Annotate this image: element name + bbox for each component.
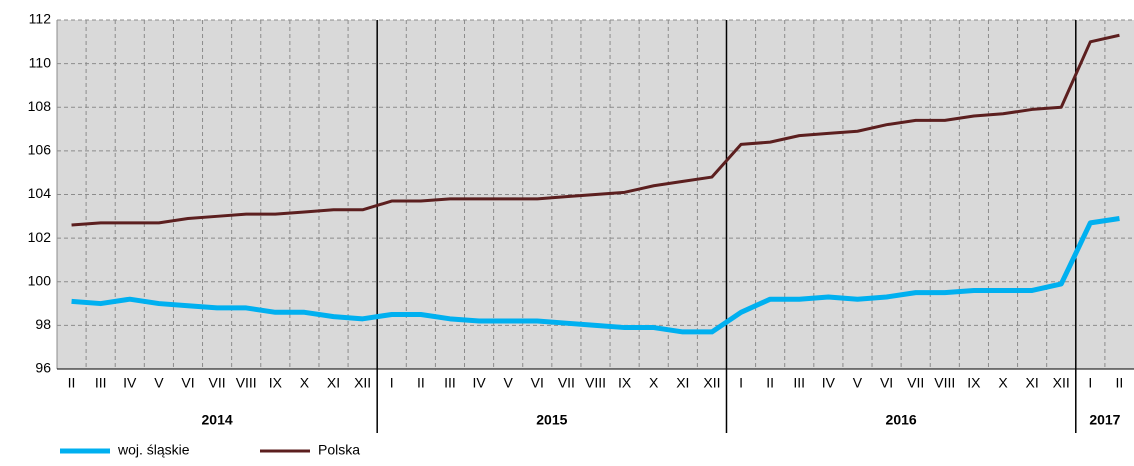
x-tick-label: IX bbox=[618, 375, 632, 391]
x-tick-label: I bbox=[1088, 375, 1092, 391]
x-tick-label: II bbox=[1116, 375, 1124, 391]
x-tick-label: VIII bbox=[585, 375, 606, 391]
year-label: 2016 bbox=[886, 412, 917, 428]
x-tick-label: VII bbox=[558, 375, 575, 391]
x-tick-label: VII bbox=[209, 375, 226, 391]
y-tick-label: 106 bbox=[28, 142, 52, 158]
x-tick-label: II bbox=[417, 375, 425, 391]
x-tick-label: II bbox=[766, 375, 774, 391]
x-tick-label: IX bbox=[269, 375, 283, 391]
legend-label: Polska bbox=[318, 442, 360, 458]
y-tick-label: 96 bbox=[35, 360, 51, 376]
x-tick-label: V bbox=[853, 375, 863, 391]
x-tick-label: V bbox=[504, 375, 514, 391]
x-tick-label: XII bbox=[1053, 375, 1070, 391]
x-tick-label: X bbox=[998, 375, 1008, 391]
y-tick-label: 112 bbox=[29, 11, 52, 27]
x-tick-label: VI bbox=[880, 375, 893, 391]
year-label: 2017 bbox=[1089, 412, 1120, 428]
x-tick-label: II bbox=[68, 375, 76, 391]
y-tick-label: 108 bbox=[28, 98, 52, 114]
y-tick-label: 98 bbox=[35, 316, 51, 332]
x-tick-label: III bbox=[793, 375, 805, 391]
x-tick-label: IV bbox=[822, 375, 836, 391]
line-series bbox=[71, 216, 1120, 335]
y-tick-label: 102 bbox=[28, 229, 52, 245]
legend-label: woj. śląskie bbox=[117, 442, 190, 458]
x-tick-label: VII bbox=[907, 375, 924, 391]
x-tick-label: IV bbox=[123, 375, 137, 391]
x-tick-label: X bbox=[300, 375, 310, 391]
x-tick-label: XI bbox=[1026, 375, 1039, 391]
x-tick-label: XI bbox=[327, 375, 340, 391]
x-tick-label: X bbox=[649, 375, 659, 391]
year-label: 2014 bbox=[202, 412, 233, 428]
x-tick-label: XII bbox=[354, 375, 371, 391]
x-tick-label: XII bbox=[703, 375, 720, 391]
x-tick-label: III bbox=[444, 375, 456, 391]
x-tick-label: IV bbox=[472, 375, 486, 391]
year-label: 2015 bbox=[536, 412, 567, 428]
x-tick-label: VI bbox=[181, 375, 194, 391]
x-tick-label: III bbox=[95, 375, 107, 391]
x-tick-label: XI bbox=[676, 375, 689, 391]
line-series bbox=[71, 33, 1120, 227]
x-tick-label: V bbox=[154, 375, 164, 391]
x-tick-label: I bbox=[390, 375, 394, 391]
x-tick-label: VIII bbox=[934, 375, 955, 391]
y-tick-label: 104 bbox=[28, 185, 52, 201]
x-tick-label: VIII bbox=[236, 375, 257, 391]
x-tick-label: I bbox=[739, 375, 743, 391]
y-tick-label: 100 bbox=[28, 272, 52, 288]
x-tick-label: IX bbox=[967, 375, 981, 391]
y-tick-label: 110 bbox=[29, 54, 52, 70]
x-tick-label: VI bbox=[531, 375, 544, 391]
